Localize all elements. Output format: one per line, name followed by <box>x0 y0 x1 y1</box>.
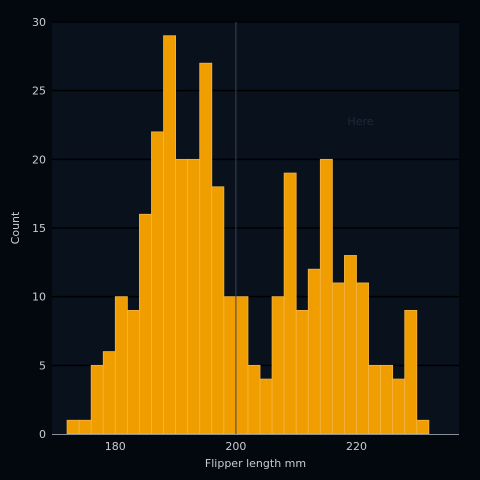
bar-23 <box>344 255 357 435</box>
bar-4 <box>114 296 128 435</box>
bar-24 <box>356 282 369 435</box>
x-axis-label: Flipper length mm <box>205 457 306 470</box>
bar-16 <box>259 378 273 435</box>
bar-1 <box>78 419 92 435</box>
bar-8 <box>163 35 177 435</box>
bar-9 <box>175 158 189 435</box>
bar-26 <box>380 364 394 435</box>
y-tick-label-5: 5 <box>39 359 46 372</box>
bar-12 <box>211 186 225 435</box>
y-tick-label-30: 30 <box>32 16 46 29</box>
y-tick-label-0: 0 <box>39 428 46 441</box>
bar-20 <box>307 268 321 435</box>
bar-11 <box>199 62 213 435</box>
bar-15 <box>247 364 261 435</box>
x-tick-label-200: 200 <box>225 440 246 453</box>
bar-13 <box>223 296 237 435</box>
y-tick-label-10: 10 <box>32 291 46 304</box>
bar-14 <box>235 296 249 435</box>
bar-6 <box>139 213 152 435</box>
bar-21 <box>319 158 333 435</box>
bar-10 <box>187 158 201 435</box>
bar-5 <box>126 309 140 435</box>
x-tick-label-180: 180 <box>105 440 126 453</box>
bar-17 <box>271 296 285 435</box>
bar-27 <box>392 378 406 435</box>
bar-7 <box>151 131 164 435</box>
y-tick-label-25: 25 <box>32 85 46 98</box>
tick-labels: 180 200 220 0 5 10 15 20 25 30 <box>32 16 367 453</box>
bar-19 <box>295 309 309 435</box>
bar-3 <box>102 351 116 435</box>
bar-25 <box>368 364 382 435</box>
bar-0 <box>66 419 80 435</box>
bar-28 <box>404 309 418 435</box>
bar-2 <box>90 364 104 435</box>
bar-29 <box>416 419 430 435</box>
bar-22 <box>331 282 345 435</box>
y-tick-label-15: 15 <box>32 222 46 235</box>
x-tick-label-220: 220 <box>346 440 367 453</box>
y-axis-label: Count <box>9 211 22 244</box>
annotation-label: Here <box>347 115 373 128</box>
y-tick-label-20: 20 <box>32 153 46 166</box>
bar-18 <box>283 172 297 435</box>
